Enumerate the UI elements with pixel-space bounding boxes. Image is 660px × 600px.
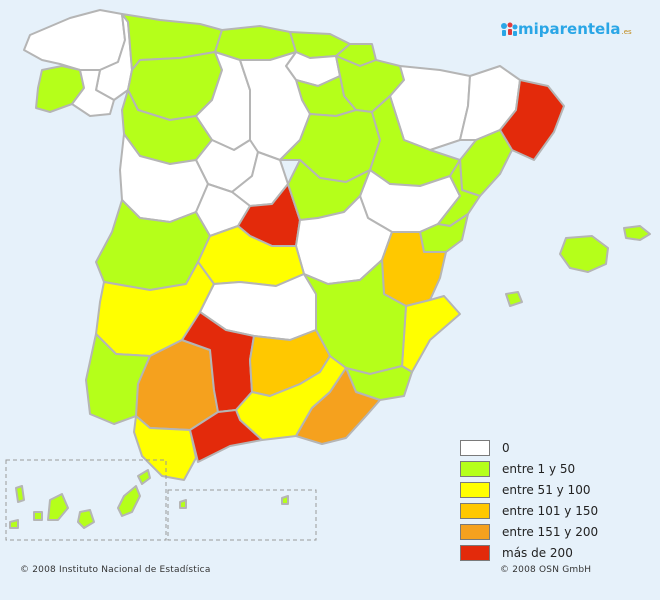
- brand-logo[interactable]: miparentela .es: [500, 20, 632, 38]
- legend-swatch: [460, 545, 490, 561]
- island-el-hierro: [9, 519, 19, 529]
- island-fuerteventura: [117, 485, 141, 517]
- island-lanzarote: [137, 469, 151, 485]
- legend-item: entre 151 y 200: [460, 522, 598, 542]
- legend-swatch: [460, 524, 490, 540]
- legend-label: entre 101 y 150: [502, 504, 599, 518]
- legend-item: más de 200: [460, 543, 598, 563]
- province-malaga: [189, 409, 263, 463]
- legend-item: entre 1 y 50: [460, 459, 598, 479]
- legend-label: entre 51 y 100: [502, 483, 591, 497]
- island-la-gomera: [33, 511, 43, 521]
- brand-name: miparentela: [518, 20, 621, 38]
- family-people-icon: [501, 22, 518, 36]
- credit-osn: © 2008 OSN GmbH: [500, 565, 592, 575]
- credit-ine: © 2008 Instituto Nacional de Estadística: [20, 565, 211, 575]
- province-girona: [499, 79, 565, 161]
- map-legend: 0 entre 1 y 50 entre 51 y 100 entre 101 …: [460, 438, 598, 564]
- legend-swatch: [460, 482, 490, 498]
- legend-item: entre 51 y 100: [460, 480, 598, 500]
- legend-label: más de 200: [502, 546, 573, 560]
- legend-swatch: [460, 461, 490, 477]
- ceuta-melilla-inset-frame: [167, 489, 317, 541]
- province-cadiz: [133, 415, 197, 481]
- island-ibiza: [505, 291, 523, 307]
- legend-item: entre 101 y 150: [460, 501, 598, 521]
- legend-label: entre 151 y 200: [502, 525, 599, 539]
- melilla: [281, 495, 289, 505]
- island-mallorca: [559, 235, 609, 273]
- legend-label: entre 1 y 50: [502, 462, 576, 476]
- canary-islands-inset-frame: [5, 459, 167, 541]
- ceuta: [179, 499, 187, 509]
- province-a-coruna: [23, 9, 126, 71]
- legend-item: 0: [460, 438, 598, 458]
- province-alicante: [401, 295, 461, 373]
- island-gran-canaria: [77, 509, 95, 529]
- island-la-palma: [15, 485, 25, 503]
- island-menorca: [623, 225, 651, 241]
- province-almeria: [295, 367, 381, 445]
- legend-swatch: [460, 440, 490, 456]
- province-ourense: [71, 69, 115, 117]
- brand-tld: .es: [621, 27, 632, 36]
- island-tenerife: [47, 493, 69, 521]
- legend-swatch: [460, 503, 490, 519]
- legend-label: 0: [502, 441, 510, 455]
- province-huesca: [389, 65, 471, 151]
